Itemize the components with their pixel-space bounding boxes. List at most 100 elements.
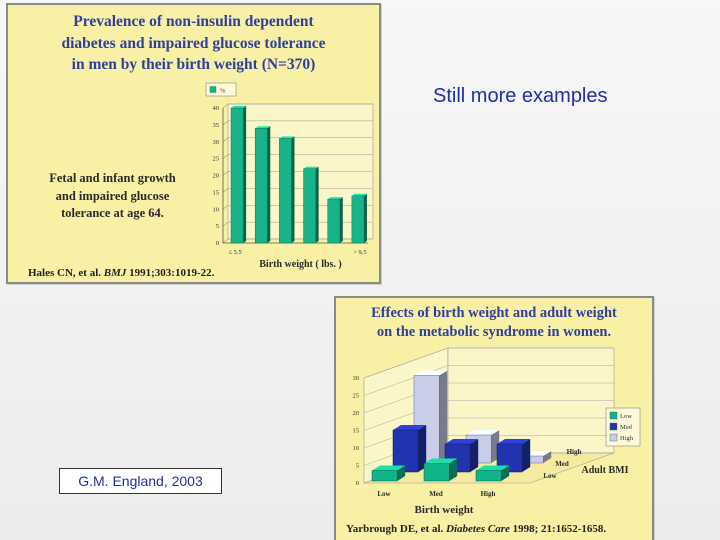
bar3d-top <box>497 439 531 444</box>
x-tick-label: Low <box>377 490 391 498</box>
bar-top <box>231 106 247 108</box>
y-tick-label: 0 <box>356 480 359 487</box>
bar <box>303 168 316 244</box>
bar3d-top <box>393 425 427 430</box>
legend-swatch <box>609 411 618 420</box>
chart1-title-line: diabetes and impaired glucose tolerance <box>61 34 326 52</box>
y-tick-label: 25 <box>213 156 220 163</box>
chart2-title-line: on the metabolic syndrome in women. <box>376 324 612 340</box>
bar-side <box>243 106 247 243</box>
depth-axis-label: Adult BMI <box>582 465 629 476</box>
chart2-citation: Yarbrough DE, et al. Diabetes Care 1998;… <box>346 523 606 535</box>
x-tick-label: Med <box>429 490 443 498</box>
bar3d-side <box>501 465 510 481</box>
chart1-title-line: in men by their birth weight (N=370) <box>71 56 316 73</box>
gridline-side <box>363 347 449 379</box>
bar-top <box>279 136 295 139</box>
y-tick-label: 35 <box>213 122 220 129</box>
gridline-edge <box>222 137 229 142</box>
bar-side <box>315 166 319 243</box>
x-axis-label: Birth weight ( lbs. ) <box>259 259 342 270</box>
bar3d-front <box>475 470 502 482</box>
y-tick-label: 30 <box>353 375 360 382</box>
slide-image-metabolic: Effects of birth weight and adult weight… <box>334 296 654 540</box>
legend-swatch <box>209 86 217 93</box>
x-axis-label: Birth weight <box>415 504 474 516</box>
bar-side <box>291 136 295 243</box>
citation-journal: BMJ <box>103 267 127 279</box>
bar <box>254 128 268 244</box>
bar-side <box>363 193 367 243</box>
y-tick-label: 25 <box>353 393 360 400</box>
caption-line: Fetal and infant growth <box>49 171 176 185</box>
caption-line: tolerance at age 64. <box>61 206 164 220</box>
y-tick-label: 20 <box>213 173 220 180</box>
legend-box <box>205 82 237 97</box>
bar-side <box>339 197 343 243</box>
chart1-citation: Hales CN, et al. BMJ 1991;303:1019-22. <box>28 267 214 279</box>
y-tick-label: 0 <box>216 240 219 247</box>
y-tick-label: 10 <box>213 206 220 213</box>
bar3d-top <box>476 465 510 471</box>
bar3d-side <box>522 439 531 472</box>
chart2-svg: 0 5 10 15 20 25 30 Low Med High Birth weight Low Med… <box>353 347 641 516</box>
bar3d-front <box>423 463 450 482</box>
bar3d-front <box>371 470 398 482</box>
legend-label: High <box>620 435 634 442</box>
depth-tick-label: High <box>567 448 582 456</box>
legend-swatch <box>609 422 618 431</box>
x-tick-label: > 9.5 <box>353 249 366 256</box>
bar <box>327 198 341 244</box>
bar-top <box>327 197 343 200</box>
bar3d-top <box>414 370 448 376</box>
bar3d-top <box>445 439 479 444</box>
legend-label: Med <box>620 424 633 431</box>
gridline-edge <box>222 171 229 176</box>
gridline-edge <box>222 154 229 159</box>
x-tick-label: High <box>481 490 496 498</box>
bar3d-side <box>543 451 552 463</box>
chart1-title: Prevalence of non-insulin dependent diab… <box>8 11 379 76</box>
gridline-edge <box>222 221 229 227</box>
gridline-edge <box>222 238 229 244</box>
bar3d-side <box>397 465 406 481</box>
legend-label: % <box>220 88 226 95</box>
citation-details: 1991;303:1019-22. <box>126 267 215 279</box>
gridline-edge <box>222 120 229 126</box>
bar-top <box>351 193 367 196</box>
bar <box>230 107 244 244</box>
chart1-svg: 0 5 10 15 20 25 30 35 40 ≤ 5.5 > 9.5 Birth weight (… <box>205 82 374 270</box>
bar-side <box>267 126 271 243</box>
y-tick-label: 20 <box>353 410 360 417</box>
author-credit: G.M. England, 2003 <box>59 468 222 494</box>
legend-swatch <box>609 433 618 442</box>
slide-heading: Still more examples <box>433 85 608 107</box>
bar3d-top <box>372 465 406 471</box>
x-tick-label: ≤ 5.5 <box>228 249 241 256</box>
chart1-caption: Fetal and infant growth and impaired glu… <box>30 170 195 223</box>
bar-top <box>255 126 271 129</box>
y-tick-label: 40 <box>213 105 220 112</box>
legend-label: Low <box>620 413 632 420</box>
citation-authors: Yarbrough DE, et al. <box>346 523 447 535</box>
chart1-title-line: Prevalence of non-insulin dependent <box>73 13 314 30</box>
y-tick-label: 15 <box>353 428 360 435</box>
slide-image-prevalence: Prevalence of non-insulin dependent diab… <box>6 3 381 284</box>
chart2-title: Effects of birth weight and adult weight… <box>336 304 652 342</box>
depth-tick-label: Med <box>555 460 569 468</box>
caption-line: and impaired glucose <box>55 188 170 203</box>
citation-details: 1998; 21:1652-1658. <box>509 523 607 535</box>
bar3d-side <box>439 370 448 463</box>
gridline-edge <box>222 205 229 210</box>
bar3d-side <box>470 439 479 472</box>
bar3d-front <box>392 429 419 473</box>
y-tick-label: 5 <box>356 463 359 470</box>
chart2-title-line: Effects of birth weight and adult weight <box>371 305 617 321</box>
citation-authors: Hales CN, et al. <box>28 267 104 279</box>
bar3d-side <box>449 458 458 481</box>
bar3d-top <box>424 458 458 464</box>
depth-tick-label: Low <box>543 472 557 480</box>
y-tick-label: 30 <box>213 139 220 146</box>
bar3d-side <box>418 425 427 472</box>
citation-journal: Diabetes Care <box>446 523 510 535</box>
